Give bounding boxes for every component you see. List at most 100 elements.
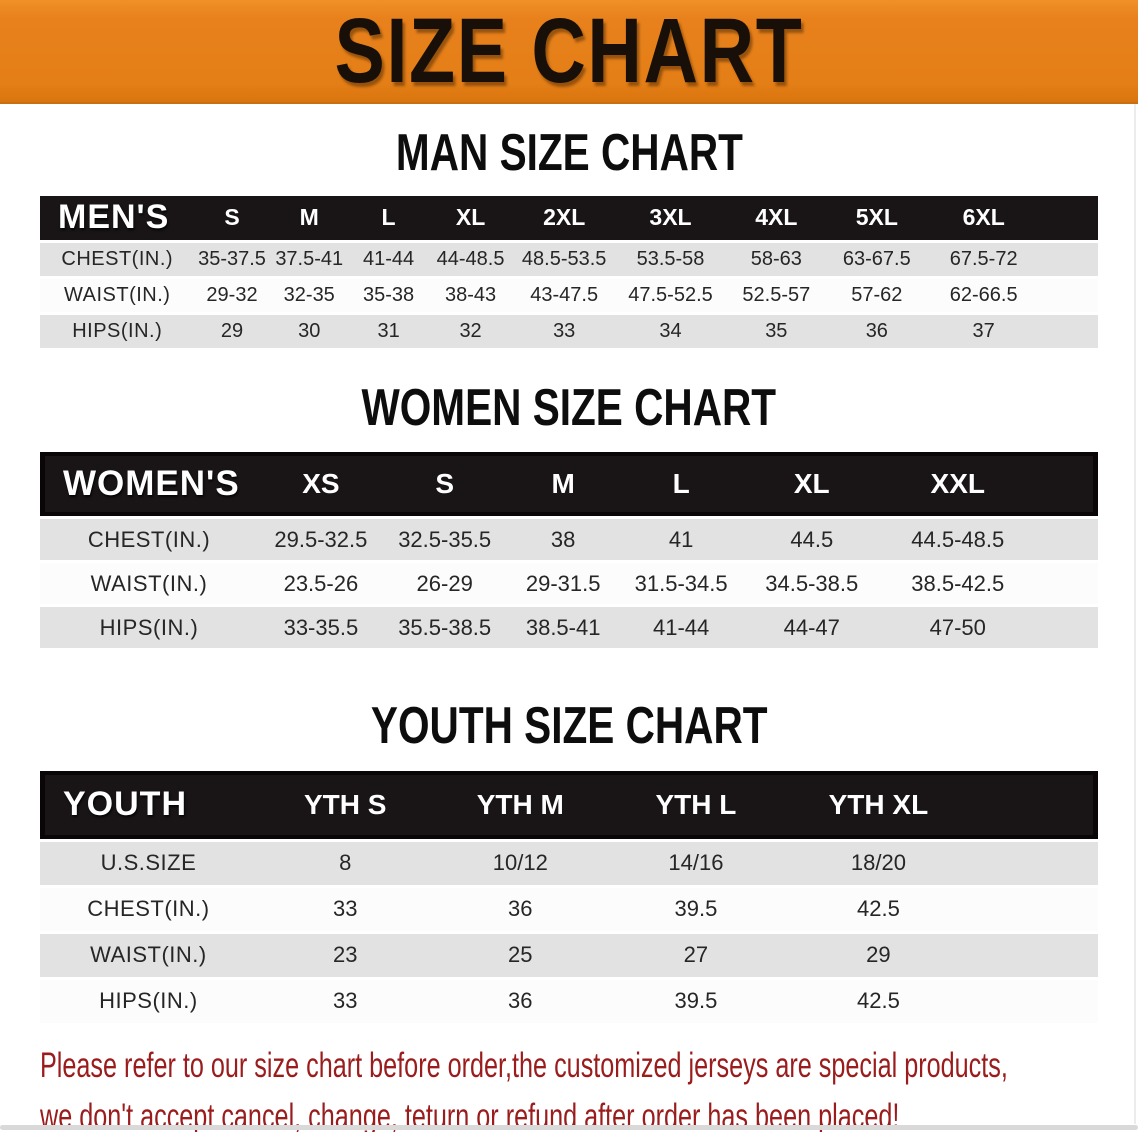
women-size-chart-heading: WOMEN SIZE CHART bbox=[361, 378, 777, 437]
table-row: CHEST(IN.) 35-37.5 37.5-41 41-44 44-48.5 48.5… bbox=[40, 242, 1098, 276]
table-cell: 44-47 bbox=[741, 607, 883, 649]
table-row: WAIST(IN.) 29-32 32-35 35-38 38-43 43-47.5 47.… bbox=[40, 278, 1098, 312]
row-filler bbox=[1040, 314, 1098, 348]
table-cell: 42.5 bbox=[784, 887, 973, 931]
table-cell: 39.5 bbox=[607, 887, 785, 931]
row-filler bbox=[1033, 519, 1098, 561]
table-header-row: WOMEN'S XS S M L XL XXL bbox=[40, 452, 1098, 517]
column-header: L bbox=[348, 195, 429, 240]
table-cell: 43-47.5 bbox=[512, 278, 616, 312]
table-cell: 36 bbox=[433, 887, 608, 931]
row-label: WAIST(IN.) bbox=[40, 933, 257, 977]
table-cell: 8 bbox=[256, 841, 434, 885]
table-cell: 48.5-53.5 bbox=[512, 242, 616, 276]
women-section-heading-wrap: WOMEN SIZE CHART bbox=[0, 378, 1138, 437]
column-header: 2XL bbox=[512, 195, 616, 240]
table-cell: 29.5-32.5 bbox=[257, 519, 384, 561]
table-cell: 14/16 bbox=[607, 841, 785, 885]
table-cell: 23.5-26 bbox=[257, 563, 384, 605]
man-section-heading-wrap: MAN SIZE CHART bbox=[0, 126, 1138, 181]
column-header: 6XL bbox=[926, 195, 1041, 240]
row-label: WAIST(IN.) bbox=[40, 278, 195, 312]
mens-size-table: MEN'S S M L XL 2XL 3XL 4XL 5XL 6XL CHEST(IN.) 35-37… bbox=[40, 193, 1098, 351]
row-filler bbox=[972, 887, 1098, 931]
header-filler bbox=[1040, 195, 1098, 240]
row-label: WAIST(IN.) bbox=[40, 563, 258, 605]
row-filler bbox=[1033, 607, 1098, 649]
table-cell: 35 bbox=[725, 314, 828, 348]
column-header: M bbox=[269, 195, 349, 240]
column-header: YTH XL bbox=[784, 770, 973, 839]
row-filler bbox=[972, 841, 1098, 885]
table-cell: 29 bbox=[784, 933, 973, 977]
table-cell: 41-44 bbox=[348, 242, 429, 276]
column-header: 3XL bbox=[615, 195, 726, 240]
row-label: CHEST(IN.) bbox=[40, 887, 257, 931]
table-row: CHEST(IN.) 33 36 39.5 42.5 bbox=[40, 887, 1098, 931]
table-cell: 38-43 bbox=[428, 278, 513, 312]
table-cell: 47-50 bbox=[882, 607, 1034, 649]
table-cell: 33 bbox=[256, 887, 434, 931]
table-cell: 38.5-42.5 bbox=[882, 563, 1034, 605]
row-label: CHEST(IN.) bbox=[40, 242, 195, 276]
table-cell: 34.5-38.5 bbox=[741, 563, 883, 605]
row-filler bbox=[1040, 278, 1098, 312]
table-cell: 44.5-48.5 bbox=[882, 519, 1034, 561]
column-header: XXL bbox=[882, 452, 1034, 517]
table-row: CHEST(IN.) 29.5-32.5 32.5-35.5 38 41 44.5 44.5… bbox=[40, 519, 1098, 561]
column-header: 5XL bbox=[827, 195, 927, 240]
row-filler bbox=[1040, 242, 1098, 276]
disclaimer-line-1: Please refer to our size chart before or… bbox=[40, 1045, 1008, 1085]
table-title: WOMEN'S bbox=[40, 452, 258, 517]
table-cell: 41-44 bbox=[620, 607, 742, 649]
table-cell: 47.5-52.5 bbox=[615, 278, 726, 312]
column-header: YTH L bbox=[607, 770, 785, 839]
table-cell: 58-63 bbox=[725, 242, 828, 276]
row-label: HIPS(IN.) bbox=[40, 314, 195, 348]
table-cell: 31 bbox=[348, 314, 429, 348]
table-cell: 29-32 bbox=[194, 278, 270, 312]
header-filler bbox=[1033, 452, 1098, 517]
table-cell: 33-35.5 bbox=[257, 607, 384, 649]
table-cell: 38.5-41 bbox=[505, 607, 621, 649]
table-row: U.S.SIZE 8 10/12 14/16 18/20 bbox=[40, 841, 1098, 885]
table-cell: 23 bbox=[256, 933, 434, 977]
table-header-row: MEN'S S M L XL 2XL 3XL 4XL 5XL 6XL bbox=[40, 195, 1098, 240]
column-header: M bbox=[505, 452, 621, 517]
table-cell: 10/12 bbox=[433, 841, 608, 885]
table-row: HIPS(IN.) 29 30 31 32 33 34 35 36 37 bbox=[40, 314, 1098, 348]
column-header: S bbox=[194, 195, 270, 240]
man-size-chart-heading: MAN SIZE CHART bbox=[395, 124, 743, 182]
table-cell: 37 bbox=[926, 314, 1041, 348]
column-header: L bbox=[620, 452, 742, 517]
table-title: YOUTH bbox=[40, 770, 257, 839]
row-label: U.S.SIZE bbox=[40, 841, 257, 885]
table-cell: 44-48.5 bbox=[428, 242, 513, 276]
table-cell: 35.5-38.5 bbox=[383, 607, 506, 649]
size-chart-banner: SIZE CHART bbox=[0, 0, 1138, 104]
table-cell: 53.5-58 bbox=[615, 242, 726, 276]
row-filler bbox=[972, 933, 1098, 977]
table-cell: 29 bbox=[194, 314, 270, 348]
table-cell: 41 bbox=[620, 519, 742, 561]
table-cell: 37.5-41 bbox=[269, 242, 349, 276]
table-cell: 34 bbox=[615, 314, 726, 348]
table-header-row: YOUTH YTH S YTH M YTH L YTH XL bbox=[40, 770, 1098, 839]
table-cell: 31.5-34.5 bbox=[620, 563, 742, 605]
row-label: HIPS(IN.) bbox=[40, 607, 258, 649]
table-cell: 52.5-57 bbox=[725, 278, 828, 312]
table-cell: 25 bbox=[433, 933, 608, 977]
table-cell: 35-38 bbox=[348, 278, 429, 312]
table-cell: 35-37.5 bbox=[194, 242, 270, 276]
table-cell: 62-66.5 bbox=[926, 278, 1041, 312]
column-header: YTH S bbox=[256, 770, 434, 839]
table-cell: 29-31.5 bbox=[505, 563, 621, 605]
youth-size-chart-heading: YOUTH SIZE CHART bbox=[370, 697, 768, 756]
table-cell: 38 bbox=[505, 519, 621, 561]
table-cell: 32 bbox=[428, 314, 513, 348]
page-title: SIZE CHART bbox=[334, 0, 804, 102]
table-cell: 32-35 bbox=[269, 278, 349, 312]
table-cell: 33 bbox=[256, 979, 434, 1023]
table-cell: 63-67.5 bbox=[827, 242, 927, 276]
youth-section-heading-wrap: YOUTH SIZE CHART bbox=[0, 699, 1138, 754]
